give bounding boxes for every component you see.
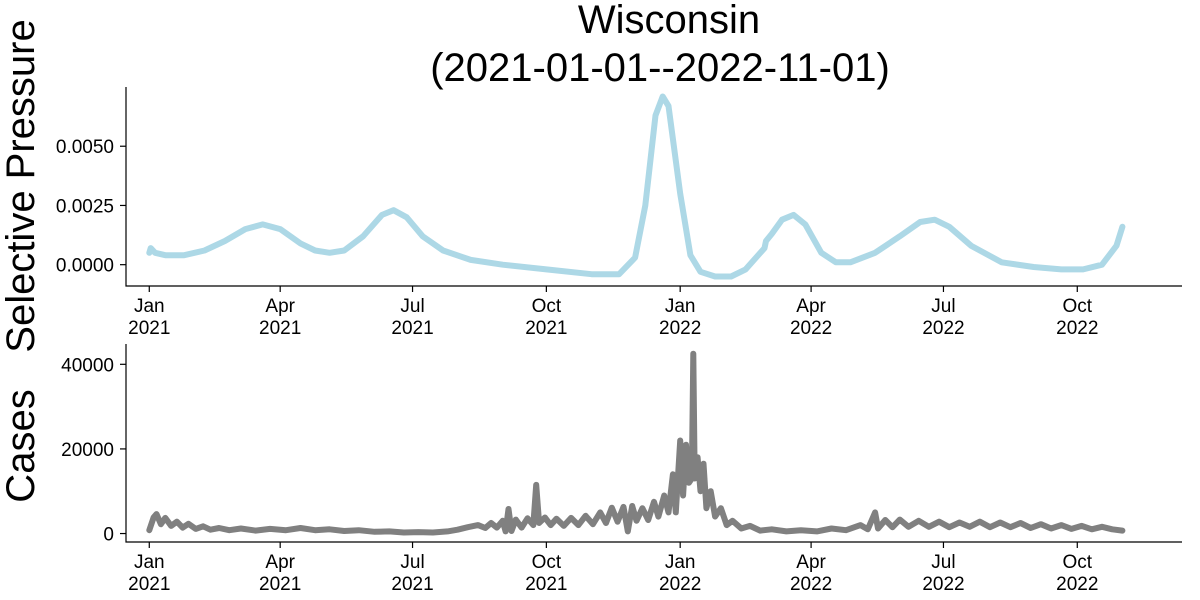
selective-pressure-y-axis-label: Selective Pressure bbox=[0, 19, 43, 352]
chart-title-line-2: (2021-01-01--2022-11-01) bbox=[430, 46, 890, 90]
selective-pressure-x-tick-label-month: Apr bbox=[265, 296, 295, 317]
selective-pressure-axes bbox=[125, 87, 1182, 287]
cases-x-tick-label-month: Apr bbox=[265, 552, 295, 573]
cases-x-tick-label-month: Jul bbox=[931, 552, 955, 573]
selective-pressure-series-line bbox=[146, 93, 1126, 280]
cases-axes bbox=[125, 344, 1182, 543]
selective-pressure-x-tick-label-month: Apr bbox=[796, 296, 826, 317]
cases-x-tick-label-month: Oct bbox=[532, 552, 562, 573]
cases-x-tick-label-year: 2022 bbox=[922, 574, 964, 595]
selective-pressure-x-tick-label-year: 2021 bbox=[259, 318, 301, 339]
cases-y-tick-label: 40000 bbox=[61, 355, 114, 376]
selective-pressure-y-tick-label: 0.0025 bbox=[56, 196, 114, 217]
selective-pressure-x-tick-label-month: Jan bbox=[134, 296, 165, 317]
cases-x-tick-label-month: Jul bbox=[400, 552, 424, 573]
selective-pressure-x-tick-label-month: Jul bbox=[400, 296, 424, 317]
selective-pressure-x-tick-label-year: 2022 bbox=[1056, 318, 1098, 339]
selective-pressure-x-tick-label-month: Oct bbox=[1062, 296, 1092, 317]
cases-x-tick-label-month: Oct bbox=[1062, 552, 1092, 573]
cases-x-tick-label-year: 2021 bbox=[525, 574, 567, 595]
cases-x-tick-label-year: 2022 bbox=[790, 574, 832, 595]
cases-x-tick-label-year: 2022 bbox=[659, 574, 701, 595]
cases-y-tick-label: 20000 bbox=[61, 440, 114, 461]
selective-pressure-x-tick-label-year: 2022 bbox=[790, 318, 832, 339]
selective-pressure-x-tick-label-year: 2022 bbox=[659, 318, 701, 339]
cases-series-line bbox=[146, 350, 1126, 536]
cases-y-axis-label: Cases bbox=[0, 389, 43, 502]
cases-x-tick-label-month: Apr bbox=[796, 552, 826, 573]
selective-pressure-x-tick-label-year: 2021 bbox=[391, 318, 433, 339]
selective-pressure-panel: Selective Pressure 0.0000 0.0025 0.0050 Jan… bbox=[0, 19, 1182, 353]
selective-pressure-x-tick-label-year: 2021 bbox=[128, 318, 170, 339]
selective-pressure-x-tick-label-year: 2022 bbox=[922, 318, 964, 339]
cases-x-tick-label-month: Jan bbox=[134, 552, 165, 573]
selective-pressure-x-tick-label-month: Oct bbox=[532, 296, 562, 317]
cases-x-tick-label-year: 2022 bbox=[1056, 574, 1098, 595]
chart-title-line-1: Wisconsin bbox=[578, 0, 760, 42]
chart-title: Wisconsin (2021-01-01--2022-11-01) bbox=[430, 0, 890, 90]
cases-x-tick-label-year: 2021 bbox=[391, 574, 433, 595]
cases-x-tick-label-year: 2021 bbox=[128, 574, 170, 595]
cases-x-tick-label-month: Jan bbox=[665, 552, 696, 573]
selective-pressure-x-tick-label-month: Jul bbox=[931, 296, 955, 317]
selective-pressure-y-tick-label: 0.0000 bbox=[56, 256, 114, 277]
selective-pressure-x-tick-label-year: 2021 bbox=[525, 318, 567, 339]
cases-x-tick-label-year: 2021 bbox=[259, 574, 301, 595]
selective-pressure-x-tick-label-month: Jan bbox=[665, 296, 696, 317]
selective-pressure-y-tick-label: 0.0050 bbox=[56, 137, 114, 158]
cases-panel: Cases 02000040000Jan2021Apr2021Jul2021Oc… bbox=[0, 344, 1182, 595]
cases-y-tick-label: 0 bbox=[103, 525, 114, 546]
